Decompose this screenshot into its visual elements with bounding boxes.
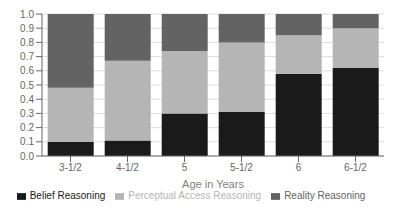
svg-text:0.9: 0.9 xyxy=(20,23,34,34)
svg-text:0.5: 0.5 xyxy=(20,80,34,91)
svg-text:5-1/2: 5-1/2 xyxy=(230,162,253,173)
svg-text:6: 6 xyxy=(296,162,302,173)
html-text:Perceptual Access Reasoning: Perceptual Access Reasoning xyxy=(128,190,262,201)
svg-text:0.6: 0.6 xyxy=(20,65,34,76)
svg-text:0.2: 0.2 xyxy=(20,122,34,133)
svg-text:0.3: 0.3 xyxy=(20,108,34,119)
svg-text:5: 5 xyxy=(182,162,188,173)
svg-text:0.7: 0.7 xyxy=(20,51,34,62)
svg-text:0.4: 0.4 xyxy=(20,94,34,105)
svg-text:0.0: 0.0 xyxy=(20,151,34,162)
svg-text:1.0: 1.0 xyxy=(20,9,34,20)
svg-text:3-1/2: 3-1/2 xyxy=(59,162,82,173)
svg-text:4-1/2: 4-1/2 xyxy=(116,162,139,173)
svg-text:Age in Years: Age in Years xyxy=(182,178,244,190)
svg-text:0.1: 0.1 xyxy=(20,136,34,147)
html-text:Belief Reasoning: Belief Reasoning xyxy=(29,190,106,201)
svg-text:6-1/2: 6-1/2 xyxy=(344,162,367,173)
svg-text:0.8: 0.8 xyxy=(20,37,34,48)
html-text:Reality Reasoning: Reality Reasoning xyxy=(284,190,366,201)
